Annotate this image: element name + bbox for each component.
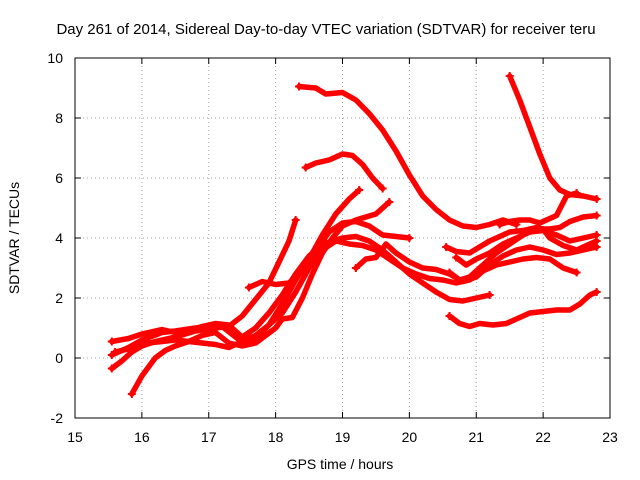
series-arc-01 (295, 82, 521, 231)
series-line (109, 233, 493, 345)
y-tick-label: -2 (51, 410, 64, 426)
series-marker (385, 198, 394, 206)
y-tick-label: 10 (47, 50, 63, 66)
series-line (443, 224, 600, 256)
series-line (296, 83, 520, 231)
series-marker (442, 243, 451, 251)
series-marker (378, 184, 387, 193)
x-tick-label: 19 (335, 429, 351, 445)
series-line (112, 238, 580, 355)
series-marker (592, 195, 601, 203)
series-marker (495, 220, 504, 229)
series-arc-13 (445, 211, 601, 283)
x-tick-label: 20 (402, 429, 418, 445)
series-marker (295, 82, 304, 91)
series-marker (592, 211, 601, 220)
y-axis-label: SDTVAR / TECUs (6, 182, 22, 294)
series-marker (291, 216, 300, 224)
series-line (246, 218, 413, 291)
series-line (506, 73, 600, 202)
y-tick-label: 8 (55, 110, 63, 126)
series-line (446, 212, 600, 283)
series-marker (127, 390, 136, 398)
series-marker (445, 312, 454, 320)
series-line (129, 199, 393, 397)
series-marker (107, 364, 116, 373)
series-marker (355, 186, 364, 194)
y-tick-label: 2 (55, 290, 63, 306)
chart-title: Day 261 of 2014, Sidereal Day-to-day VTE… (56, 21, 595, 38)
series-line (446, 289, 600, 330)
series-marker (111, 348, 120, 356)
x-tick-label: 23 (602, 429, 618, 445)
series-marker (592, 288, 601, 296)
series-arc-15 (445, 288, 601, 330)
series-marker (405, 234, 414, 242)
y-tick-label: 0 (55, 350, 63, 366)
series-arc-02 (505, 72, 601, 203)
series-line (302, 151, 386, 192)
series-arc-08 (107, 233, 494, 346)
series-marker (592, 231, 601, 239)
x-tick-label: 22 (535, 429, 551, 445)
series-marker (445, 268, 454, 277)
x-tick-label: 18 (268, 429, 284, 445)
y-tick-label: 4 (55, 230, 63, 246)
x-tick-label: 16 (134, 429, 150, 445)
series-marker (572, 189, 581, 197)
y-tick-label: 6 (55, 170, 63, 186)
series-arc-09 (111, 238, 581, 356)
series-arc-03 (301, 151, 387, 193)
series-line (496, 190, 580, 228)
x-axis-label: GPS time / hours (287, 456, 394, 472)
series-marker (351, 264, 360, 272)
series-marker (572, 268, 581, 277)
x-tick-label: 21 (468, 429, 484, 445)
series-marker (485, 291, 494, 299)
series-arc-06 (127, 198, 394, 398)
series-arc-04 (244, 218, 414, 292)
x-tick-label: 17 (201, 429, 217, 445)
x-tick-label: 15 (67, 429, 83, 445)
series-marker (505, 72, 514, 80)
series-marker (301, 163, 310, 172)
series-marker (244, 283, 253, 292)
series-arc-14 (495, 189, 581, 229)
series-marker (452, 253, 461, 262)
axes: 15 16 17 18 19 20 21 22 23 -2 0 2 4 6 8 10 (47, 50, 618, 445)
series-line (109, 187, 362, 358)
plot-area (107, 72, 601, 398)
series-marker (107, 337, 116, 346)
